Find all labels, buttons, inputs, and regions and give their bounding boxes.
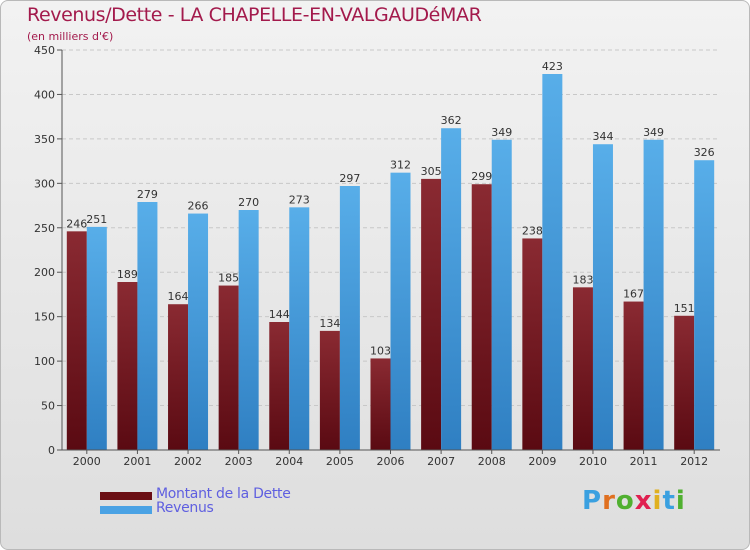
logo-letter: r bbox=[602, 486, 616, 516]
data-label-revenus: 326 bbox=[694, 146, 715, 159]
y-tick-label: 400 bbox=[34, 88, 55, 101]
x-tick-label: 2001 bbox=[123, 455, 151, 468]
y-tick-label: 0 bbox=[48, 444, 55, 457]
bar-dette bbox=[319, 330, 340, 450]
chart-subtitle: (en milliers d'€) bbox=[27, 30, 114, 43]
data-label-dette: 238 bbox=[522, 224, 543, 237]
data-label-revenus: 273 bbox=[289, 193, 310, 206]
bar-revenus bbox=[289, 207, 310, 450]
y-tick-label: 200 bbox=[34, 266, 55, 279]
bar-revenus bbox=[441, 128, 462, 450]
data-label-dette: 183 bbox=[572, 273, 593, 286]
data-label-revenus: 312 bbox=[390, 159, 411, 172]
bar-dette bbox=[117, 282, 138, 450]
y-tick-label: 150 bbox=[34, 311, 55, 324]
data-label-revenus: 349 bbox=[643, 126, 664, 139]
bar-dette bbox=[522, 238, 543, 450]
data-label-revenus: 279 bbox=[137, 188, 158, 201]
legend-swatch-dette bbox=[100, 492, 152, 500]
x-tick-label: 2010 bbox=[579, 455, 607, 468]
logo-letter: i bbox=[652, 486, 663, 516]
data-label-dette: 103 bbox=[370, 344, 391, 357]
data-label-dette: 151 bbox=[674, 302, 695, 315]
logo-letter: P bbox=[582, 486, 603, 516]
chart-title: Revenus/Dette - LA CHAPELLE-EN-VALGAUDéM… bbox=[27, 4, 482, 26]
bar-revenus bbox=[390, 172, 411, 450]
bar-dette bbox=[674, 315, 695, 450]
bar-revenus bbox=[542, 74, 563, 450]
bar-revenus bbox=[137, 202, 158, 450]
data-label-dette: 167 bbox=[623, 288, 644, 301]
y-tick-label: 100 bbox=[34, 355, 55, 368]
bar-revenus bbox=[491, 139, 512, 450]
bar-dette bbox=[218, 285, 239, 450]
x-tick-label: 2003 bbox=[225, 455, 253, 468]
bar-dette bbox=[370, 358, 391, 450]
x-tick-label: 2008 bbox=[478, 455, 506, 468]
y-tick-label: 250 bbox=[34, 222, 55, 235]
legend-swatch-revenus bbox=[100, 506, 152, 514]
y-tick-label: 50 bbox=[41, 400, 55, 413]
y-tick-label: 300 bbox=[34, 177, 55, 190]
data-label-dette: 189 bbox=[117, 268, 138, 281]
data-label-dette: 246 bbox=[66, 217, 87, 230]
x-tick-label: 2009 bbox=[528, 455, 556, 468]
legend-label-dette: Montant de la Dette bbox=[156, 486, 291, 502]
logo-letter: i bbox=[675, 486, 686, 516]
bar-dette bbox=[421, 178, 442, 450]
bar-revenus bbox=[592, 144, 613, 450]
bar-dette bbox=[66, 231, 87, 450]
x-tick-label: 2012 bbox=[680, 455, 708, 468]
x-tick-label: 2011 bbox=[630, 455, 658, 468]
logo-letter: t bbox=[662, 486, 676, 516]
x-tick-label: 2002 bbox=[174, 455, 202, 468]
bar-dette bbox=[471, 184, 492, 450]
data-label-revenus: 423 bbox=[542, 60, 563, 73]
bar-revenus bbox=[238, 210, 259, 450]
y-tick-label: 450 bbox=[34, 44, 55, 57]
bar-revenus bbox=[643, 139, 664, 450]
bar-dette bbox=[168, 304, 189, 450]
x-tick-label: 2004 bbox=[275, 455, 303, 468]
bar-revenus bbox=[339, 186, 360, 450]
bar-revenus bbox=[188, 213, 209, 450]
legend-label-revenus: Revenus bbox=[156, 500, 214, 516]
data-label-revenus: 297 bbox=[339, 172, 360, 185]
data-label-revenus: 344 bbox=[592, 130, 613, 143]
data-label-dette: 299 bbox=[471, 170, 492, 183]
bar-revenus bbox=[86, 226, 107, 450]
data-label-revenus: 349 bbox=[491, 126, 512, 139]
bar-dette bbox=[269, 322, 290, 450]
data-label-dette: 134 bbox=[319, 317, 340, 330]
y-tick-label: 350 bbox=[34, 133, 55, 146]
bar-dette bbox=[572, 287, 593, 450]
data-label-dette: 185 bbox=[218, 272, 239, 285]
logo-letter: x bbox=[634, 486, 653, 516]
x-tick-label: 2005 bbox=[326, 455, 354, 468]
data-label-revenus: 251 bbox=[86, 213, 107, 226]
data-label-revenus: 362 bbox=[441, 114, 462, 127]
data-label-dette: 305 bbox=[421, 165, 442, 178]
data-label-revenus: 270 bbox=[238, 196, 259, 209]
x-tick-label: 2000 bbox=[73, 455, 101, 468]
x-tick-label: 2007 bbox=[427, 455, 455, 468]
data-label-dette: 164 bbox=[168, 290, 189, 303]
proxiti-logo: Proxiti bbox=[582, 486, 686, 516]
data-label-revenus: 266 bbox=[188, 200, 209, 213]
x-tick-label: 2006 bbox=[377, 455, 405, 468]
logo-letter: o bbox=[615, 486, 635, 516]
data-label-dette: 144 bbox=[269, 308, 290, 321]
bar-dette bbox=[623, 301, 644, 450]
bar-revenus bbox=[694, 160, 715, 450]
